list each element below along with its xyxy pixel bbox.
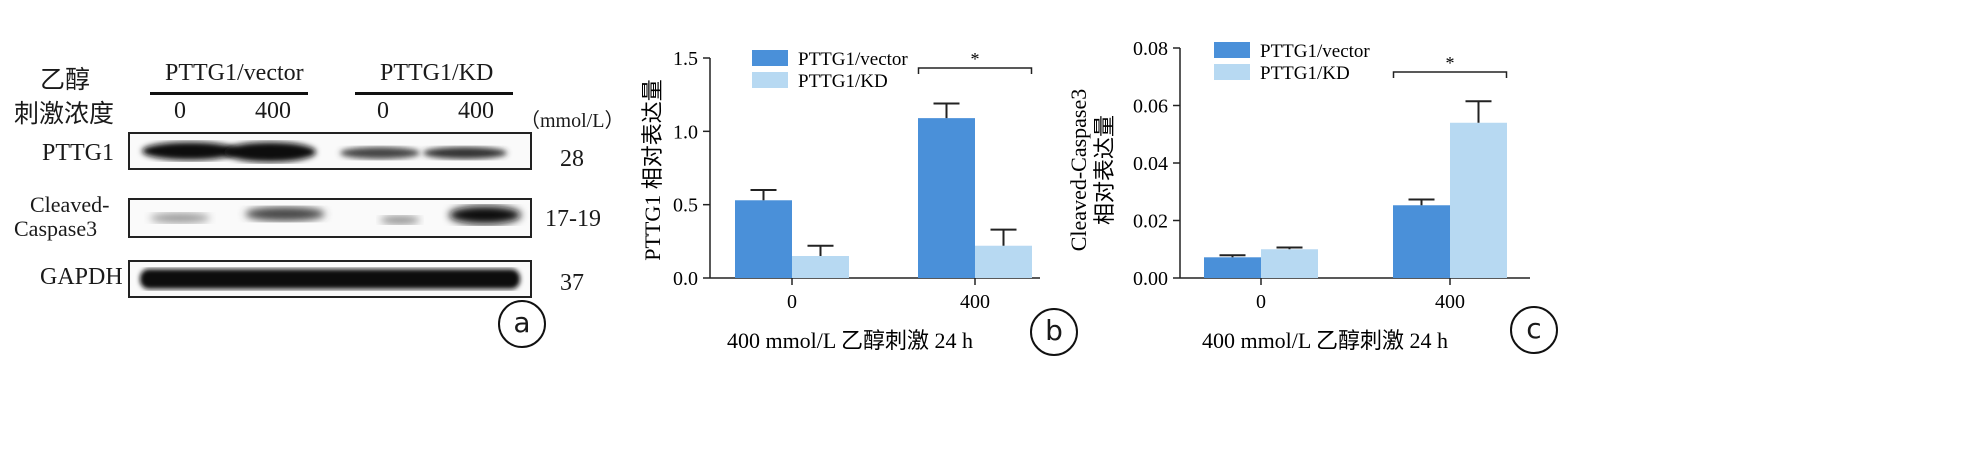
significance-star: * — [1446, 53, 1455, 73]
band — [140, 269, 520, 289]
band — [142, 142, 238, 160]
y-tick-label: 0.5 — [673, 195, 698, 217]
x-axis-title: 400 mmol/L 乙醇刺激 24 h — [727, 328, 973, 353]
blot-label-caspase-line1: Cleaved- — [30, 192, 110, 217]
blot-bands-caspase3 — [150, 206, 521, 224]
blot-label-gapdh: GAPDH — [40, 264, 123, 290]
group-label-kd: PTTG1/KD — [380, 60, 494, 86]
lane-label: 0 — [174, 98, 186, 124]
blot-caspase3 — [128, 198, 532, 238]
x-tick-label: 0 — [1256, 291, 1266, 313]
blot-gapdh — [128, 260, 532, 298]
band — [245, 207, 325, 221]
y-tick-label: 0.04 — [1133, 153, 1168, 175]
panel-letter-b: b — [1030, 308, 1078, 356]
row-header-line1: 乙醇 — [40, 65, 91, 94]
blot-bands-gapdh — [140, 269, 520, 289]
legend-swatch — [1214, 42, 1250, 58]
lane-label: 0 — [377, 98, 389, 124]
bar-pttg1-kd-400 — [975, 245, 1032, 278]
y-tick-label: 0.08 — [1133, 38, 1168, 60]
band — [340, 147, 420, 159]
blot-pttg1 — [128, 132, 532, 170]
y-tick-label: 1.5 — [673, 48, 698, 70]
y-tick-label: 0.02 — [1133, 211, 1168, 233]
panel-letter-a: a — [498, 300, 546, 348]
bar-pttg1-vector-0 — [1204, 257, 1261, 278]
x-tick-label: 400 — [960, 291, 990, 313]
y-tick-label: 0.0 — [673, 268, 698, 290]
lane-label: 400 — [458, 98, 494, 124]
lane-label: 400 — [255, 98, 291, 124]
y-axis-title: PTTG1 相对表达量 — [640, 79, 665, 261]
bar-pttg1-vector-400 — [918, 118, 975, 278]
x-tick-label: 0 — [787, 291, 797, 313]
bar-pttg1-kd-0 — [1261, 249, 1318, 278]
legend-swatch — [1214, 64, 1250, 80]
bar-pttg1-vector-0 — [735, 200, 792, 278]
legend-label: PTTG1/KD — [798, 71, 888, 92]
band — [423, 147, 507, 159]
x-axis-title: 400 mmol/L 乙醇刺激 24 h — [1202, 328, 1448, 353]
y-tick-label: 0.06 — [1133, 96, 1168, 118]
band — [224, 142, 316, 162]
chart-c: 0.00 0.02 0.04 0.06 0.08 0 400 * PTTG1/vectorPTT… — [1070, 38, 1530, 353]
band — [449, 206, 521, 224]
legend-label: PTTG1/vector — [798, 49, 908, 70]
group-underline-kd — [355, 92, 513, 95]
y-tick-label: 1.0 — [673, 121, 698, 143]
band — [150, 213, 210, 223]
blot-size-gapdh: 37 — [560, 270, 584, 296]
blot-size-pttg1: 28 — [560, 146, 584, 172]
significance-bracket — [1392, 71, 1508, 78]
bar-pttg1-kd-0 — [792, 256, 849, 278]
bar-pttg1-kd-400 — [1450, 122, 1507, 278]
blot-bands-pttg1 — [142, 142, 507, 162]
significance-star: * — [971, 49, 980, 69]
unit-label: （mmol/L） — [520, 110, 625, 132]
legend-swatch — [752, 72, 788, 88]
panel-letter-c: c — [1510, 306, 1558, 354]
legend-label: PTTG1/KD — [1260, 63, 1350, 84]
blot-size-caspase3: 17-19 — [545, 206, 601, 232]
group-underline-vector — [150, 92, 308, 95]
x-tick-label: 400 — [1435, 291, 1465, 313]
group-label-vector: PTTG1/vector — [165, 60, 304, 86]
y-axis-title-line2: 相对表达量 — [1092, 115, 1117, 225]
y-tick-label: 0.00 — [1133, 268, 1168, 290]
significance-bracket — [917, 67, 1033, 74]
y-axis-title-line1: Cleaved-Caspase3 — [1070, 89, 1091, 252]
legend-swatch — [752, 50, 788, 66]
blot-label-pttg1: PTTG1 — [42, 140, 114, 166]
band — [380, 216, 420, 224]
legend-label: PTTG1/vector — [1260, 41, 1370, 62]
bar-pttg1-vector-400 — [1393, 205, 1450, 278]
blot-label-caspase-line2: Caspase3 — [14, 216, 98, 241]
row-header-line2: 刺激浓度 — [14, 99, 115, 128]
